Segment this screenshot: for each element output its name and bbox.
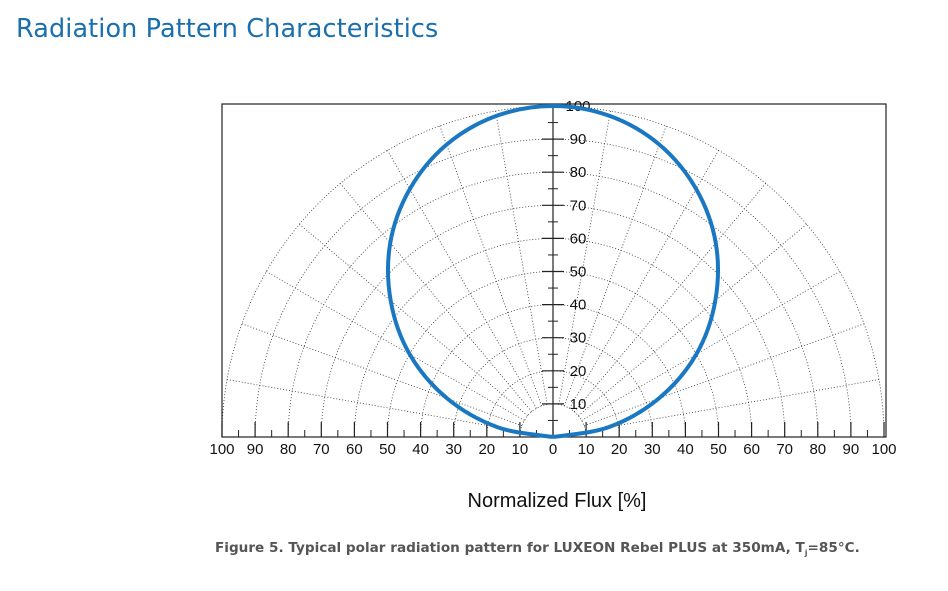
x-tick-label: 60	[346, 441, 363, 458]
series-point	[409, 354, 410, 355]
x-tick-label: 70	[313, 441, 330, 458]
x-tick-label: 30	[445, 441, 462, 458]
radial-tick-label: 70	[570, 197, 587, 214]
x-tick-label: 20	[611, 441, 628, 458]
series-point	[552, 436, 553, 437]
series-point	[497, 427, 498, 428]
radial-tick-label: 40	[570, 297, 587, 314]
x-tick-label: 100	[209, 441, 234, 458]
series-line	[386, 104, 720, 439]
grid-ring	[254, 138, 852, 438]
caption-end: =85°C.	[807, 540, 860, 556]
series-point	[659, 144, 660, 145]
x-tick-label: 80	[809, 441, 826, 458]
radial-tick-label: 10	[570, 396, 587, 413]
series-point	[658, 398, 659, 399]
radial-tick-label: 30	[570, 330, 587, 347]
page-title: Radiation Pattern Characteristics	[16, 14, 439, 44]
radial-tick-label: 50	[570, 264, 587, 281]
series-point	[715, 242, 716, 243]
x-tick-label: 20	[478, 441, 495, 458]
caption-text: Figure 5. Typical polar radiation patter…	[215, 540, 805, 556]
series-point	[446, 144, 447, 145]
grid-ring	[354, 238, 752, 438]
x-tick-label: 40	[412, 441, 429, 458]
radial-tick-label: 80	[570, 164, 587, 181]
x-tick-label: 60	[743, 441, 760, 458]
x-tick-label: 100	[871, 441, 896, 458]
series-point	[390, 242, 391, 243]
x-tick-label: 40	[677, 441, 694, 458]
radial-tick-label: 20	[570, 363, 587, 380]
series-point	[715, 300, 716, 301]
series-point	[552, 105, 553, 106]
figure-caption: Figure 5. Typical polar radiation patter…	[215, 540, 860, 558]
grid-ring	[287, 171, 819, 438]
x-tick-label: 70	[776, 441, 793, 458]
series-point	[390, 300, 391, 301]
x-axis: 100 90 80 70 60 50 40 30 20 10 0 10 20 30 40 50 60 70 80 90…	[209, 422, 897, 458]
x-tick-label: 90	[843, 441, 860, 458]
series-point	[609, 115, 610, 116]
radial-tick-label: 60	[570, 230, 587, 247]
grid-ring	[453, 337, 653, 438]
grid-ring	[486, 370, 620, 438]
x-tick-label: 50	[710, 441, 727, 458]
x-tick-label: 0	[549, 441, 557, 458]
series-point	[447, 398, 448, 399]
x-axis-label: Normalized Flux [%]	[468, 490, 647, 512]
series-layer	[386, 104, 720, 439]
series-point	[409, 188, 410, 189]
x-tick-label: 30	[644, 441, 661, 458]
x-tick-label: 50	[379, 441, 396, 458]
series-point	[696, 188, 697, 189]
caption-subscript: j	[804, 548, 808, 558]
series-point	[608, 427, 609, 428]
plot-frame	[221, 103, 887, 438]
x-tick-label: 10	[578, 441, 595, 458]
x-tick-label: 80	[280, 441, 297, 458]
series-point	[696, 354, 697, 355]
x-tick-label: 10	[512, 441, 529, 458]
radial-tick-label: 90	[570, 131, 587, 148]
series-point	[496, 115, 497, 116]
x-tick-label: 90	[247, 441, 264, 458]
